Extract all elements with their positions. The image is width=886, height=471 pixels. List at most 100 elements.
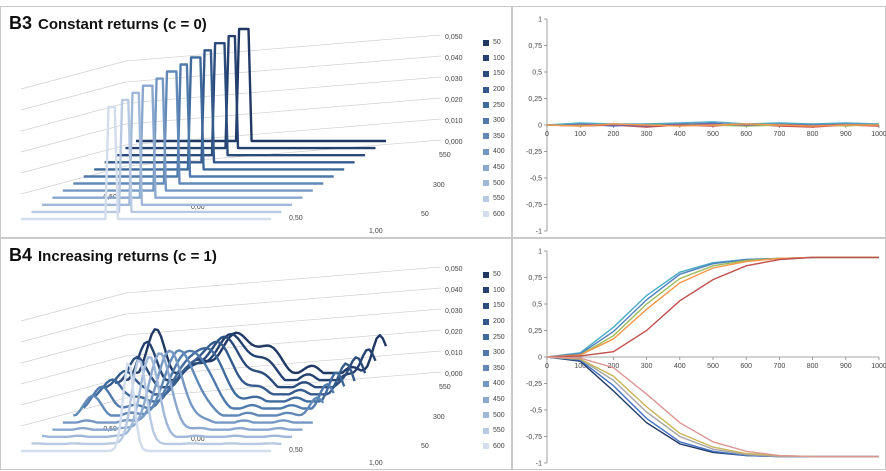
legend-label: 500 [493, 411, 505, 419]
legend-item: 100 [483, 51, 505, 67]
surface-gridline [20, 60, 127, 90]
x-tick-label: 1000 [871, 131, 886, 138]
surface-gridline [125, 371, 442, 399]
y-tick-label: -0,25 [526, 149, 542, 156]
panel-b3-lines: 1 0,75 0,5 0,25 0 -0,25 -0,5 -0,75 -1 0 100 200 300 4… [512, 6, 886, 238]
legend-label: 300 [493, 117, 505, 125]
z-tick-label: 0,050 [445, 34, 463, 41]
x-tick-label: 700 [774, 363, 786, 370]
legend-item: 300 [483, 345, 505, 361]
legend-label: 100 [493, 286, 505, 294]
surface-series-line [31, 359, 282, 446]
x-tick-label: 900 [840, 363, 852, 370]
surface-gridline [20, 81, 127, 111]
surface-series-line [41, 356, 292, 438]
y-tick-label: 0 [538, 355, 542, 362]
panel-b3-title: B3 Constant returns (c = 0) [9, 13, 207, 34]
x-tick-label: 100 [574, 131, 586, 138]
legend-swatch [483, 334, 489, 341]
x-tick-label: 800 [807, 363, 819, 370]
b4-line-chart: 1 0,75 0,5 0,25 0 -0,25 -0,5 -0,75 -1 0 100 200 300 4… [526, 249, 886, 468]
surface-series-line [104, 49, 355, 164]
y-tick-label: 0,5 [532, 302, 542, 309]
legend-swatch [483, 349, 489, 356]
b4-legend: 50 100 150 200 250 300 350 400 450 500 550 600 [483, 267, 505, 454]
legend-item: 250 [483, 97, 505, 113]
z-tick-label: 0,010 [445, 350, 463, 357]
legend-swatch [483, 443, 489, 450]
surface-gridline [20, 165, 127, 195]
legend-item: 200 [483, 314, 505, 330]
legend-item: 600 [483, 207, 505, 223]
x-tick-label: 0,00 [191, 204, 205, 211]
surface-gridline [125, 287, 442, 315]
x-tick-label: 0 [545, 131, 549, 138]
panel-b4-title: B4 Increasing returns (c = 1) [9, 245, 217, 266]
x-tick-label: 600 [740, 363, 752, 370]
legend-item: 350 [483, 129, 505, 145]
legend-item: 50 [483, 267, 505, 283]
x-tick-label: 300 [641, 131, 653, 138]
legend-label: 150 [493, 302, 505, 310]
x-tick-label: 1,00 [369, 228, 383, 235]
panel-b3-surface: B3 Constant returns (c = 0) 0,050 0,040 0,0… [0, 6, 512, 238]
legend-label: 250 [493, 333, 505, 341]
legend-swatch [483, 39, 489, 46]
x-tick-label: 300 [641, 363, 653, 370]
legend-swatch [483, 287, 489, 294]
surface-gridline [20, 292, 127, 322]
x-tick-label: 400 [674, 131, 686, 138]
b3-legend: 50 100 150 200 250 300 350 400 450 500 550 600 [483, 35, 505, 222]
x-tick-label: 500 [707, 131, 719, 138]
legend-swatch [483, 195, 489, 202]
surface-series-line [83, 63, 334, 178]
legend-swatch [483, 102, 489, 109]
legend-item: 350 [483, 361, 505, 377]
legend-item: 450 [483, 160, 505, 176]
legend-swatch [483, 318, 489, 325]
z-tick-label: 0,020 [445, 97, 463, 104]
legend-item: 250 [483, 329, 505, 345]
surface-series-line [52, 84, 303, 199]
panel-b4-surface: B4 Increasing returns (c = 1) 0,050 0,040 0… [0, 238, 512, 470]
x-tick-label: 100 [574, 363, 586, 370]
y-tick-label: -0,75 [526, 202, 542, 209]
panel-b4-lines: 1 0,75 0,5 0,25 0 -0,25 -0,5 -0,75 -1 0 100 200 300 4… [512, 238, 886, 470]
x-tick-label: 900 [840, 131, 852, 138]
y-tick-label: 0,25 [528, 328, 542, 335]
series-line [546, 123, 879, 127]
z-tick-label: 0,020 [445, 329, 463, 336]
y-tick-label: -0,25 [526, 381, 542, 388]
x-tick-label: 600 [740, 131, 752, 138]
surface-series-line [115, 42, 366, 157]
legend-swatch [483, 211, 489, 218]
legend-item: 400 [483, 144, 505, 160]
surface-series-line [93, 347, 346, 403]
y-tick-label: 0,75 [528, 43, 542, 50]
legend-item: 450 [483, 392, 505, 408]
surface-series-line [41, 91, 292, 206]
legend-swatch [483, 412, 489, 419]
surface-gridline [125, 55, 442, 83]
legend-label: 500 [493, 179, 505, 187]
surface-series-line [31, 98, 282, 214]
y-tick-label: 1 [538, 249, 542, 256]
y-tick-label: 0,5 [532, 70, 542, 77]
legend-item: 400 [483, 376, 505, 392]
surface-gridline [20, 313, 127, 343]
z-tick-label: 0,000 [445, 371, 463, 378]
legend-label: 600 [493, 442, 505, 450]
z-tick-label: 0,000 [445, 139, 463, 146]
depth-tick-label: 300 [433, 414, 445, 421]
legend-label: 100 [493, 54, 505, 62]
x-tick-label: 1000 [871, 363, 886, 370]
legend-swatch [483, 86, 489, 93]
x-tick-label: 200 [608, 131, 620, 138]
legend-item: 100 [483, 283, 505, 299]
z-tick-label: 0,030 [445, 308, 463, 315]
depth-tick-label: 300 [433, 182, 445, 189]
panel-b4-title-text: Increasing returns (c = 1) [38, 248, 217, 265]
surface-series-line [21, 362, 271, 453]
surface-gridline [20, 355, 127, 385]
panel-b3-label: B3 [9, 13, 33, 33]
